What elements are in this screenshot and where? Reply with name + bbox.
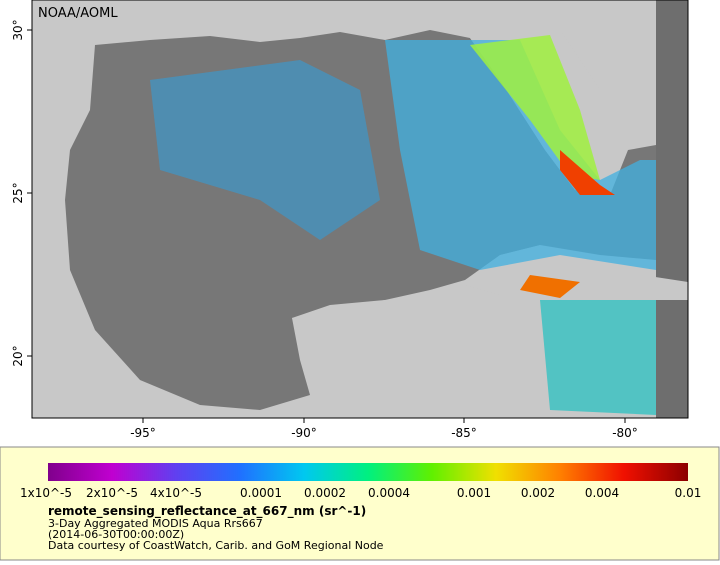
colorbar-label: 0.001	[457, 486, 491, 500]
lon-axis: -95° -90° -85° -80°	[130, 418, 638, 440]
map-frame	[31, 0, 689, 419]
product: 3-Day Aggregated MODIS Aqua Rrs667	[48, 517, 263, 530]
colorbar-label: 1x10^-5	[20, 486, 72, 500]
ocean	[656, 0, 688, 418]
data-swath	[520, 275, 580, 298]
colorbar-labels: 1x10^-5 2x10^-5 4x10^-5 0.0001 0.0002 0.0004 0…	[20, 486, 701, 500]
colorbar-label: 0.004	[585, 486, 619, 500]
source: Data courtesy of CoastWatch, Carib. and …	[48, 539, 384, 552]
colorbar-label: 0.0002	[304, 486, 346, 500]
data-swath	[470, 35, 600, 180]
lon-label: -85°	[451, 426, 477, 440]
colorbar-label: 0.002	[521, 486, 555, 500]
data-swath	[385, 40, 656, 270]
colorbar-label: 4x10^-5	[150, 486, 202, 500]
cuba	[465, 262, 688, 300]
credit: NOAA/AOML	[38, 6, 118, 21]
lat-label: 30°	[11, 19, 25, 40]
colorbar-label: 0.0001	[240, 486, 282, 500]
lat-label: 25°	[11, 182, 25, 203]
lon-label: -80°	[612, 426, 638, 440]
map	[32, 0, 688, 418]
yucatan	[292, 300, 400, 418]
colorbar-label: 0.0004	[368, 486, 410, 500]
lon-label: -90°	[291, 426, 317, 440]
colorbar	[48, 463, 688, 481]
lat-axis: 30° 25° 20°	[11, 19, 32, 367]
data-swath	[540, 300, 656, 415]
data-swath	[560, 150, 615, 195]
colorbar-label: 0.01	[675, 486, 702, 500]
colorbar-label: 2x10^-5	[86, 486, 138, 500]
lat-label: 20°	[11, 345, 25, 366]
time: (2014-06-30T00:00:00Z)	[48, 528, 184, 541]
data-swath	[150, 60, 380, 240]
variable-name: remote_sensing_reflectance_at_667_nm (sr…	[48, 504, 366, 519]
lon-label: -95°	[130, 426, 156, 440]
